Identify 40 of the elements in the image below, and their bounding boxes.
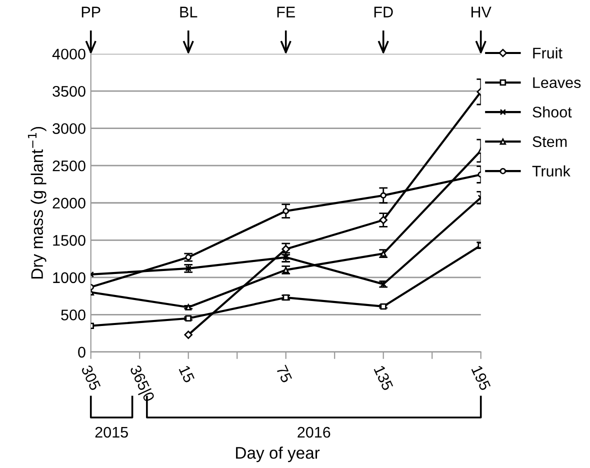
text: FE [277, 6, 295, 18]
point [380, 192, 386, 199]
legend-label: Stem [532, 136, 567, 148]
legend-label: Trunk [532, 165, 570, 177]
y-tick-label: 2000 [52, 198, 86, 209]
y-tick-label: 3500 [52, 86, 86, 97]
point [380, 250, 386, 257]
y-tick-label: 4000 [52, 48, 86, 60]
legend-label: Shoot [532, 106, 572, 118]
text: BL [180, 6, 198, 18]
x-tick-label: 15 [178, 365, 195, 384]
y-tick-label: 1000 [53, 272, 86, 284]
x-tick-label: 75 [276, 364, 292, 384]
x-axis-title: Day of year [236, 446, 320, 462]
point [185, 265, 192, 272]
y-tick-label: 0 [78, 346, 86, 358]
x-tick-label: 365|0 [126, 364, 156, 404]
y-tick-label: 3000 [52, 123, 86, 134]
point [282, 208, 289, 214]
x-tick-label: 195 [471, 364, 491, 392]
text: PP [82, 6, 100, 18]
text: FD [374, 6, 393, 18]
legend-label: Fruit [533, 47, 562, 59]
point [185, 315, 192, 322]
point [380, 280, 386, 288]
point [379, 216, 388, 224]
y-tick-label: 500 [61, 310, 86, 320]
point [184, 330, 192, 339]
x-tick-label: 305 [80, 364, 101, 392]
point [185, 254, 192, 260]
y-axis-title: Dry mass (g plant$^{−1}$) [28, 126, 46, 279]
x-tick-label: 135 [374, 364, 394, 392]
point [380, 303, 386, 310]
point [282, 294, 289, 301]
y-tick-label: 1500 [53, 235, 86, 246]
y-tick-label: 2500 [52, 160, 86, 172]
text: 2015 [95, 426, 128, 438]
text: HV [471, 6, 492, 18]
text: 2016 [298, 426, 330, 438]
legend-label: Leaves [533, 77, 581, 88]
